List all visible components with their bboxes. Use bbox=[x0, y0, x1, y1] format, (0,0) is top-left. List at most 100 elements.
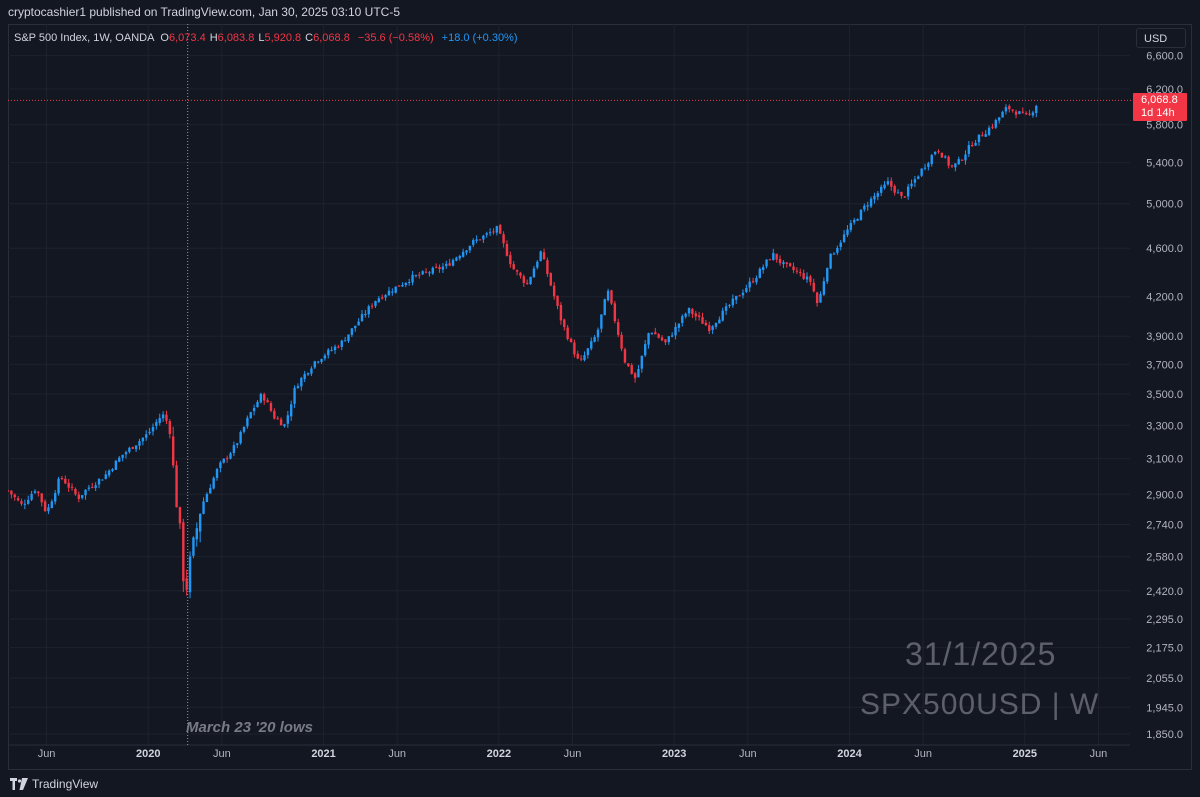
candle-body bbox=[853, 219, 856, 223]
candle-body bbox=[1028, 113, 1031, 115]
candle-body bbox=[1021, 111, 1024, 113]
y-tick-label: 2,055.0 bbox=[1146, 673, 1183, 685]
candle-body bbox=[242, 426, 246, 432]
candle-body bbox=[532, 268, 536, 278]
candle-body bbox=[643, 344, 647, 356]
candle-body bbox=[313, 361, 316, 368]
y-tick-label: 3,100.0 bbox=[1146, 454, 1183, 466]
candle-body bbox=[488, 232, 492, 234]
candle-body bbox=[670, 335, 674, 337]
legend-close-label: C bbox=[305, 32, 314, 44]
legend-low-label: L bbox=[258, 32, 265, 44]
candle-body bbox=[1001, 111, 1004, 118]
candle-body bbox=[1008, 106, 1011, 110]
candle-body bbox=[145, 434, 148, 438]
candle-body bbox=[832, 253, 836, 255]
candle-body bbox=[758, 268, 762, 278]
candle-body bbox=[691, 309, 694, 315]
candle-body bbox=[53, 493, 57, 502]
x-tick-label: Jun bbox=[564, 748, 582, 760]
candle-body bbox=[269, 403, 273, 411]
candle-body bbox=[111, 469, 114, 471]
candle-body bbox=[984, 134, 987, 137]
candle-body bbox=[178, 507, 182, 524]
candle-body bbox=[738, 295, 741, 297]
candle-body bbox=[165, 414, 168, 421]
candle-body bbox=[724, 306, 728, 311]
candle-body bbox=[782, 262, 785, 265]
footer-brand[interactable]: TradingView bbox=[32, 776, 99, 791]
candle-body bbox=[606, 290, 610, 301]
candle-body bbox=[381, 297, 384, 299]
candle-body bbox=[967, 145, 971, 154]
candle-body bbox=[590, 341, 593, 349]
candle-body bbox=[1011, 109, 1014, 111]
current-price-value: 6,068.8 bbox=[1141, 94, 1178, 106]
candle-body bbox=[714, 323, 718, 327]
candle-body bbox=[930, 155, 933, 165]
legend-high-label: H bbox=[209, 32, 218, 44]
candle-body bbox=[273, 410, 276, 419]
candle-body bbox=[323, 355, 327, 359]
candle-body bbox=[1014, 111, 1018, 115]
candle-body bbox=[141, 437, 145, 442]
x-tick-label: Jun bbox=[38, 748, 56, 760]
candle-body bbox=[886, 181, 890, 185]
y-tick-label: 2,900.0 bbox=[1146, 489, 1183, 501]
candle-body bbox=[47, 507, 50, 512]
y-tick-label: 3,700.0 bbox=[1146, 359, 1183, 371]
candle-body bbox=[1035, 105, 1038, 114]
candle-body bbox=[229, 453, 232, 459]
currency-button[interactable]: USD bbox=[1136, 28, 1186, 48]
legend-open-value: 6,073.4 bbox=[168, 32, 206, 44]
y-tick-label: 4,600.0 bbox=[1146, 243, 1183, 255]
candle-body bbox=[377, 298, 381, 302]
candle-body bbox=[77, 494, 80, 499]
y-tick-label: 2,175.0 bbox=[1146, 643, 1183, 655]
candle-body bbox=[650, 333, 654, 335]
legend-open-label: O bbox=[160, 32, 169, 44]
candle-body bbox=[347, 334, 350, 341]
candle-body bbox=[957, 159, 960, 165]
candle-body bbox=[114, 460, 118, 470]
candle-body bbox=[836, 247, 839, 253]
publish-header: cryptocashier1 published on TradingView.… bbox=[0, 0, 1200, 24]
candle-body bbox=[687, 308, 691, 314]
candle-body bbox=[239, 431, 242, 444]
candle-body bbox=[401, 284, 404, 287]
candle-body bbox=[620, 334, 623, 349]
candle-body bbox=[519, 272, 522, 276]
candle-body bbox=[903, 196, 906, 198]
candle-body bbox=[573, 342, 576, 355]
candle-body bbox=[1004, 107, 1008, 112]
candle-body bbox=[370, 305, 374, 307]
y-tick-label: 3,900.0 bbox=[1146, 331, 1183, 343]
candle-body bbox=[1018, 111, 1021, 115]
candle-body bbox=[866, 205, 869, 207]
candle-body bbox=[896, 192, 900, 194]
candle-body bbox=[876, 193, 880, 197]
price-chart[interactable]: 6,600.06,200.05,800.05,400.05,000.04,600… bbox=[8, 24, 1192, 770]
chart-frame bbox=[8, 24, 1192, 770]
candle-body bbox=[920, 168, 923, 176]
candle-body bbox=[755, 277, 758, 283]
candle-body bbox=[718, 319, 721, 324]
y-tick-label: 1,850.0 bbox=[1146, 729, 1183, 741]
candle-body bbox=[701, 317, 704, 324]
candle-body bbox=[940, 152, 944, 158]
candle-body bbox=[387, 290, 391, 296]
y-tick-label: 1,945.0 bbox=[1146, 702, 1183, 714]
candle-body bbox=[576, 353, 579, 359]
candle-body bbox=[215, 469, 219, 478]
x-tick-label: 2022 bbox=[487, 748, 511, 760]
candle-body bbox=[839, 242, 842, 247]
candle-body bbox=[246, 417, 249, 427]
y-tick-label: 2,740.0 bbox=[1146, 520, 1183, 532]
candle-body bbox=[121, 454, 124, 458]
candle-body bbox=[917, 176, 920, 179]
candle-body bbox=[478, 239, 482, 241]
candle-body bbox=[27, 499, 30, 504]
candle-body bbox=[657, 334, 660, 338]
tradingview-logo-icon[interactable] bbox=[10, 777, 28, 790]
candle-body bbox=[805, 276, 809, 280]
